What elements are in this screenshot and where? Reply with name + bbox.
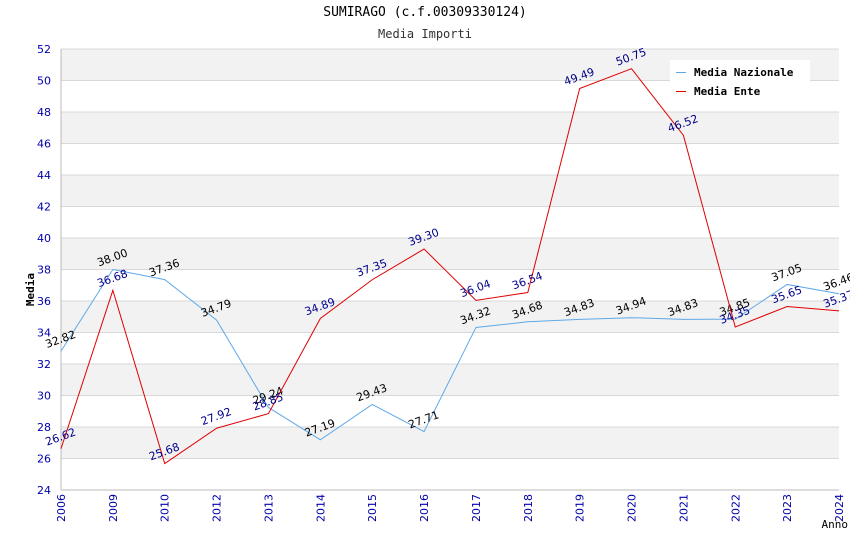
legend-label-nazionale: Media Nazionale <box>694 65 794 79</box>
data-label: 36.54 <box>510 269 544 292</box>
x-tick-label: 2017 <box>470 494 483 522</box>
legend-label-ente: Media Ente <box>694 84 761 98</box>
y-tick-label: 28 <box>37 421 51 434</box>
y-tick-label: 38 <box>37 264 51 277</box>
x-tick-label: 2024 <box>833 494 846 522</box>
y-tick-label: 44 <box>37 169 51 182</box>
chart-subtitle: Media Importi <box>378 27 472 41</box>
x-tick-label: 2012 <box>211 494 224 522</box>
x-tick-label: 2010 <box>159 494 172 522</box>
legend-item-nazionale: Media Nazionale <box>676 65 793 79</box>
y-tick-label: 40 <box>37 232 51 245</box>
x-tick-label: 2016 <box>418 494 431 522</box>
legend: Media Nazionale Media Ente <box>670 60 810 102</box>
legend-item-ente: Media Ente <box>676 84 760 98</box>
legend-swatch-nazionale <box>676 71 686 73</box>
y-tick-label: 48 <box>37 106 51 119</box>
plot-band <box>61 301 839 333</box>
plot-band <box>61 427 839 459</box>
x-tick-label: 2018 <box>522 494 535 522</box>
series-line-nazionale <box>60 268 840 441</box>
y-tick-label: 36 <box>37 295 51 308</box>
data-label: 36.04 <box>459 277 493 300</box>
y-tick-label: 30 <box>37 390 51 403</box>
legend-swatch-ente <box>676 90 686 92</box>
y-tick-label: 46 <box>37 138 51 151</box>
x-tick-label: 2021 <box>677 494 690 522</box>
plot-band <box>61 238 839 270</box>
x-axis-title: Anno <box>822 518 849 531</box>
series-line-ente <box>60 68 840 465</box>
plot-band <box>61 112 839 144</box>
y-tick-label: 52 <box>37 43 51 56</box>
y-tick-label: 42 <box>37 201 51 214</box>
x-tick-label: 2023 <box>781 494 794 522</box>
y-tick-label: 50 <box>37 75 51 88</box>
y-axis-title: Media <box>24 273 37 306</box>
x-tick-label: 2015 <box>366 494 379 522</box>
chart-title: SUMIRAGO (c.f.00309330124) <box>323 5 527 20</box>
x-tick-label: 2020 <box>626 494 639 522</box>
y-tick-label: 26 <box>37 453 51 466</box>
x-tick-label: 2022 <box>729 494 742 522</box>
y-tick-label: 34 <box>37 327 51 340</box>
y-tick-label: 24 <box>37 484 51 497</box>
x-tick-label: 2014 <box>314 494 327 522</box>
x-tick-label: 2013 <box>262 494 275 522</box>
x-tick-label: 2006 <box>55 494 68 522</box>
x-tick-label: 2019 <box>574 494 587 522</box>
y-tick-label: 32 <box>37 358 51 371</box>
plot-band <box>61 175 839 207</box>
x-tick-label: 2009 <box>107 494 120 522</box>
